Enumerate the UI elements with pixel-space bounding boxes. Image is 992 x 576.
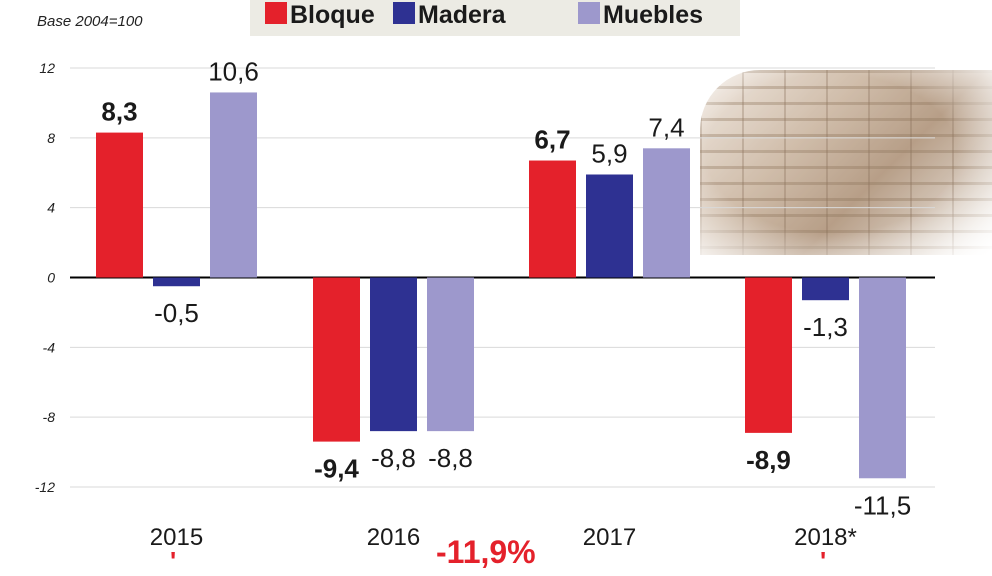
legend-swatch-bloque <box>265 2 287 24</box>
y-tick-label: 0 <box>47 270 55 286</box>
bar-bloque-2017 <box>529 160 576 278</box>
bar-madera-2018 <box>802 277 849 301</box>
bar-bloque-2015 <box>96 132 143 278</box>
legend-swatch-muebles <box>578 2 600 24</box>
data-label: -0,5 <box>154 298 199 328</box>
legend-background <box>250 0 740 36</box>
bar-muebles-2017 <box>643 148 690 278</box>
data-label: -1,3 <box>803 312 848 342</box>
x-tick-label: 2017 <box>583 524 636 551</box>
data-label: 7,4 <box>648 112 684 142</box>
data-label: 8,3 <box>101 97 137 127</box>
bottom-note: -11,9% <box>436 534 536 570</box>
data-label: -8,8 <box>428 443 473 473</box>
y-tick-label: 4 <box>47 200 55 216</box>
y-tick-label: 12 <box>39 60 55 76</box>
bar-bloque-2018 <box>745 277 792 433</box>
data-label: -9,4 <box>314 454 359 484</box>
x-tick-label: 2015 <box>150 524 203 551</box>
data-label: -11,5 <box>854 490 911 520</box>
x-tick-label: 2016 <box>367 524 420 551</box>
bar-chart: 12 8 4 0 -4 -8 -12 Base 2004=100 Bloque Madera Mue… <box>35 1 935 551</box>
legend-label-muebles: Muebles <box>603 1 703 29</box>
bar-muebles-2018 <box>859 277 906 479</box>
bar-madera-2016 <box>370 277 417 432</box>
y-tick-label: -12 <box>35 479 55 495</box>
data-label: -8,9 <box>746 445 791 475</box>
lumber-photo-fade <box>700 70 992 255</box>
data-label: -8,8 <box>371 443 416 473</box>
legend-label-madera: Madera <box>418 1 507 29</box>
y-tick-label: 8 <box>47 130 55 146</box>
bar-muebles-2016 <box>427 277 474 432</box>
bottom-mark-left: ' <box>170 546 177 576</box>
bar-bloque-2016 <box>313 277 360 442</box>
base-note: Base 2004=100 <box>37 13 143 30</box>
bar-madera-2015 <box>153 277 200 287</box>
data-label: 5,9 <box>591 138 627 168</box>
x-tick-label: 2018* <box>794 524 857 551</box>
data-label: 10,6 <box>208 56 259 86</box>
bar-madera-2017 <box>586 174 633 278</box>
bar-muebles-2015 <box>210 92 257 278</box>
y-tick-label: -8 <box>43 409 56 425</box>
legend-label-bloque: Bloque <box>290 1 375 29</box>
data-label: 6,7 <box>534 125 570 155</box>
y-tick-label: -4 <box>43 339 56 355</box>
bottom-mark-right: ' <box>820 546 827 576</box>
legend-swatch-madera <box>393 2 415 24</box>
